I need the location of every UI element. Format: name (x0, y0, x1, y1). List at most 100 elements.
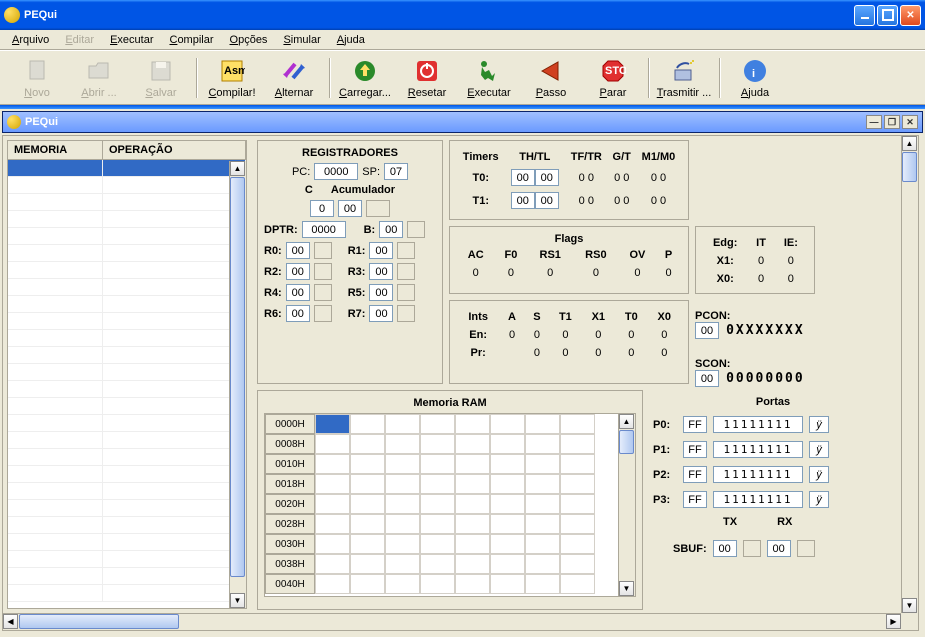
ram-cell[interactable] (525, 534, 560, 554)
scroll-right-icon[interactable]: ▶ (886, 614, 901, 629)
acc-ext-field[interactable] (366, 200, 390, 217)
ram-cell[interactable] (525, 554, 560, 574)
minimize-button[interactable] (854, 5, 875, 26)
r1-field[interactable] (369, 242, 393, 259)
r6-field[interactable] (286, 305, 310, 322)
r1-ext[interactable] (397, 242, 415, 259)
table-row[interactable] (8, 585, 246, 602)
sbuf-rx-field[interactable] (767, 540, 791, 557)
ram-cell[interactable] (560, 534, 595, 554)
r3-field[interactable] (369, 263, 393, 280)
ram-cell[interactable] (490, 434, 525, 454)
table-row[interactable] (8, 160, 246, 177)
r2-field[interactable] (286, 263, 310, 280)
ram-cell[interactable] (455, 454, 490, 474)
ram-cell[interactable] (490, 534, 525, 554)
sbuf-tx-field[interactable] (713, 540, 737, 557)
pc-field[interactable] (314, 163, 358, 180)
ram-cell[interactable] (525, 494, 560, 514)
table-row[interactable] (8, 177, 246, 194)
ram-cell[interactable] (455, 494, 490, 514)
table-row[interactable] (8, 568, 246, 585)
scroll-up-icon[interactable]: ▲ (902, 136, 917, 151)
acc-field[interactable] (338, 200, 362, 217)
toolbar-executar[interactable]: Executar (458, 54, 520, 102)
port-char[interactable] (809, 491, 829, 508)
ram-cell[interactable] (420, 534, 455, 554)
table-row[interactable] (8, 449, 246, 466)
ram-cell[interactable] (350, 414, 385, 434)
menu-editar[interactable]: Editar (57, 32, 102, 48)
table-row[interactable] (8, 432, 246, 449)
dptr-field[interactable] (302, 221, 346, 238)
port-bits[interactable] (713, 491, 803, 508)
ram-cell[interactable] (490, 514, 525, 534)
ram-cell[interactable] (385, 474, 420, 494)
ram-cell[interactable] (420, 474, 455, 494)
table-row[interactable] (8, 262, 246, 279)
ram-cell[interactable] (385, 574, 420, 594)
sbuf-rx-ext[interactable] (797, 540, 815, 557)
workspace-vscroll[interactable]: ▲ ▼ (901, 136, 918, 613)
menu-executar[interactable]: Executar (102, 32, 161, 48)
ram-cell[interactable] (315, 474, 350, 494)
ram-cell[interactable] (455, 574, 490, 594)
toolbar-carregar[interactable]: Carregar... (334, 54, 396, 102)
sp-field[interactable] (384, 163, 408, 180)
table-row[interactable] (8, 347, 246, 364)
ram-cell[interactable] (455, 514, 490, 534)
table-row[interactable] (8, 483, 246, 500)
r7-field[interactable] (369, 305, 393, 322)
table-row[interactable] (8, 500, 246, 517)
r2-ext[interactable] (314, 263, 332, 280)
scroll-up-icon[interactable]: ▲ (230, 161, 245, 176)
menu-simular[interactable]: Simular (275, 32, 328, 48)
workspace-hscroll[interactable]: ◀ ▶ (3, 613, 901, 630)
ram-cell[interactable] (490, 574, 525, 594)
close-button[interactable] (900, 5, 921, 26)
scroll-left-icon[interactable]: ◀ (3, 614, 18, 629)
ram-cell[interactable] (560, 554, 595, 574)
ram-cell[interactable] (490, 414, 525, 434)
table-row[interactable] (8, 364, 246, 381)
table-row[interactable] (8, 245, 246, 262)
ram-cell[interactable] (560, 514, 595, 534)
scroll-thumb[interactable] (619, 430, 634, 454)
ram-cell[interactable] (490, 454, 525, 474)
ram-scrollbar[interactable]: ▲ ▼ (618, 414, 635, 596)
ram-cell[interactable] (490, 554, 525, 574)
ram-cell[interactable] (420, 514, 455, 534)
scroll-down-icon[interactable]: ▼ (619, 581, 634, 596)
toolbar-trasmitir[interactable]: Trasmitir ... (653, 54, 715, 102)
timer-tl[interactable] (535, 192, 559, 209)
ram-cell[interactable] (420, 554, 455, 574)
memory-scrollbar[interactable]: ▲ ▼ (229, 161, 246, 608)
toolbar-alternar[interactable]: Alternar (263, 54, 325, 102)
ram-cell[interactable] (385, 414, 420, 434)
b-field[interactable] (379, 221, 403, 238)
ram-cell[interactable] (525, 414, 560, 434)
table-row[interactable] (8, 398, 246, 415)
ram-cell[interactable] (560, 574, 595, 594)
ram-cell[interactable] (315, 494, 350, 514)
ram-cell[interactable] (385, 534, 420, 554)
pcon-field[interactable] (695, 322, 719, 339)
port-bits[interactable] (713, 416, 803, 433)
child-minimize-button[interactable]: — (866, 115, 882, 129)
table-row[interactable] (8, 534, 246, 551)
ram-cell[interactable] (385, 434, 420, 454)
ram-cell[interactable] (385, 514, 420, 534)
ram-cell[interactable] (560, 454, 595, 474)
table-row[interactable] (8, 551, 246, 568)
scon-field[interactable] (695, 370, 719, 387)
r3-ext[interactable] (397, 263, 415, 280)
ram-cell[interactable] (350, 454, 385, 474)
ram-cell[interactable] (315, 574, 350, 594)
ram-cell[interactable] (560, 414, 595, 434)
ram-cell[interactable] (350, 434, 385, 454)
ram-cell[interactable] (385, 454, 420, 474)
r7-ext[interactable] (397, 305, 415, 322)
ram-cell[interactable] (525, 574, 560, 594)
table-row[interactable] (8, 466, 246, 483)
ram-cell[interactable] (560, 474, 595, 494)
